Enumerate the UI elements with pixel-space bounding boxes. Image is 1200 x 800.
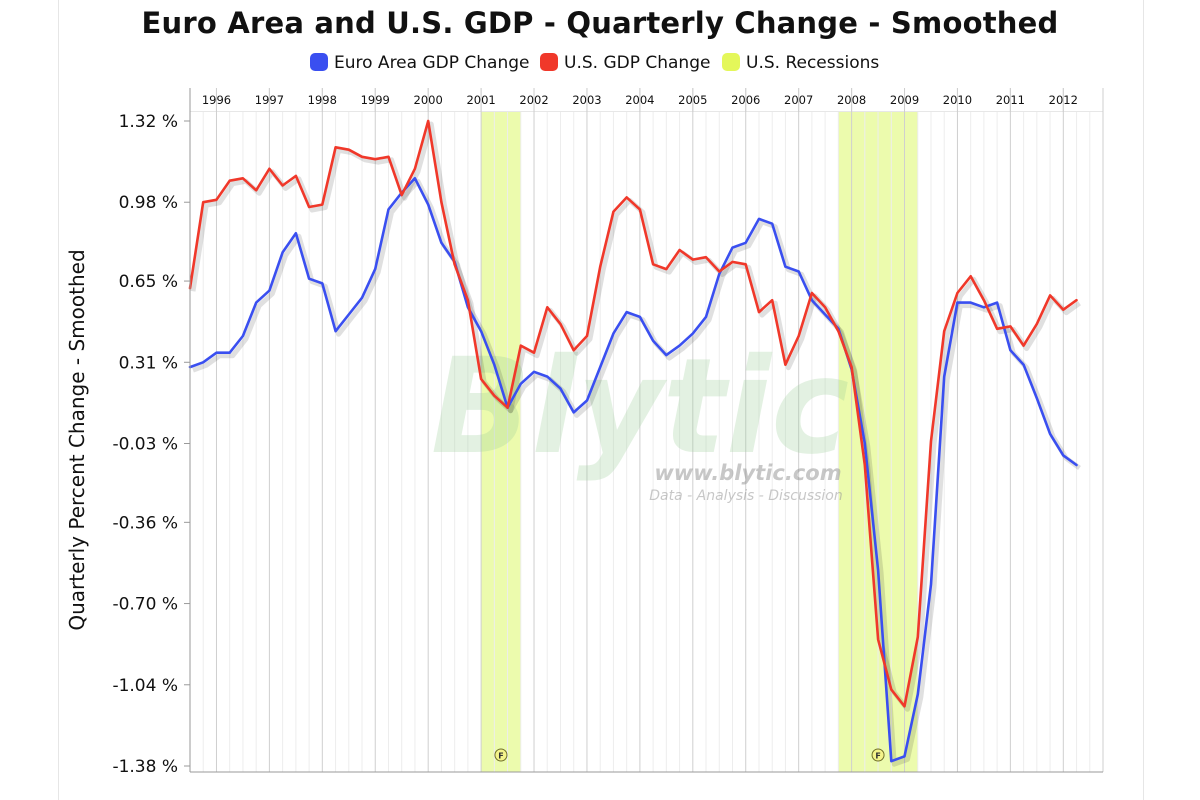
legend: Euro Area GDP Change U.S. GDP Change U.S. … — [310, 53, 879, 73]
y-axis: 1.32 % 0.98 % 0.65 % 0.31 % -0.03 % -0.36 % -0… — [112, 88, 1104, 777]
y-tick-label: 0.65 % — [119, 272, 178, 292]
legend-item-us[interactable]: U.S. GDP Change — [540, 53, 710, 73]
recession-marker-icon — [494, 748, 508, 762]
series-line-euro-area — [188, 177, 1078, 763]
legend-swatch — [722, 53, 740, 71]
series-line-us — [188, 119, 1078, 708]
y-tick-label: -0.70 % — [112, 595, 178, 615]
plot-background — [190, 112, 1103, 772]
recession-marker[interactable]: F — [871, 748, 885, 762]
recession-marker-glyph: F — [875, 752, 880, 761]
legend-label: U.S. Recessions — [746, 53, 879, 73]
y-axis-title: Quarterly Percent Change - Smoothed — [65, 249, 89, 630]
legend-label: Euro Area GDP Change — [334, 53, 529, 73]
year-header-background — [190, 88, 1103, 112]
legend-item-recessions[interactable]: U.S. Recessions — [722, 53, 879, 73]
recession-marker[interactable]: F — [494, 748, 508, 762]
y-tick-label: 1.32 % — [119, 112, 178, 132]
watermark-logo: Blytic — [431, 330, 850, 484]
watermark-url: www.blytic.com — [654, 461, 841, 485]
y-tick-label: -0.36 % — [112, 513, 178, 533]
chart-title: Euro Area and U.S. GDP - Quarterly Chang… — [141, 6, 1059, 40]
watermark-tagline: Data - Analysis - Discussion — [649, 488, 842, 504]
y-tick-label: 0.31 % — [119, 353, 178, 373]
legend-label: U.S. GDP Change — [564, 53, 710, 73]
legend-swatch — [540, 53, 558, 71]
y-tick-label: -0.03 % — [112, 435, 178, 455]
y-tick-label: 0.98 % — [119, 193, 178, 213]
y-tick-label: -1.38 % — [112, 757, 178, 777]
year-header: 1996 1997 1998 1999 2000 2001 2002 2003 2004 2005… — [190, 88, 1103, 113]
legend-swatch — [310, 53, 328, 71]
recession-marker-icon — [871, 748, 885, 762]
y-tick-label: -1.04 % — [112, 676, 178, 696]
recession-marker-glyph: F — [498, 752, 503, 761]
recession-band — [481, 112, 521, 772]
series-shadow — [192, 178, 1081, 767]
legend-item-euro-area[interactable]: Euro Area GDP Change — [310, 53, 529, 73]
